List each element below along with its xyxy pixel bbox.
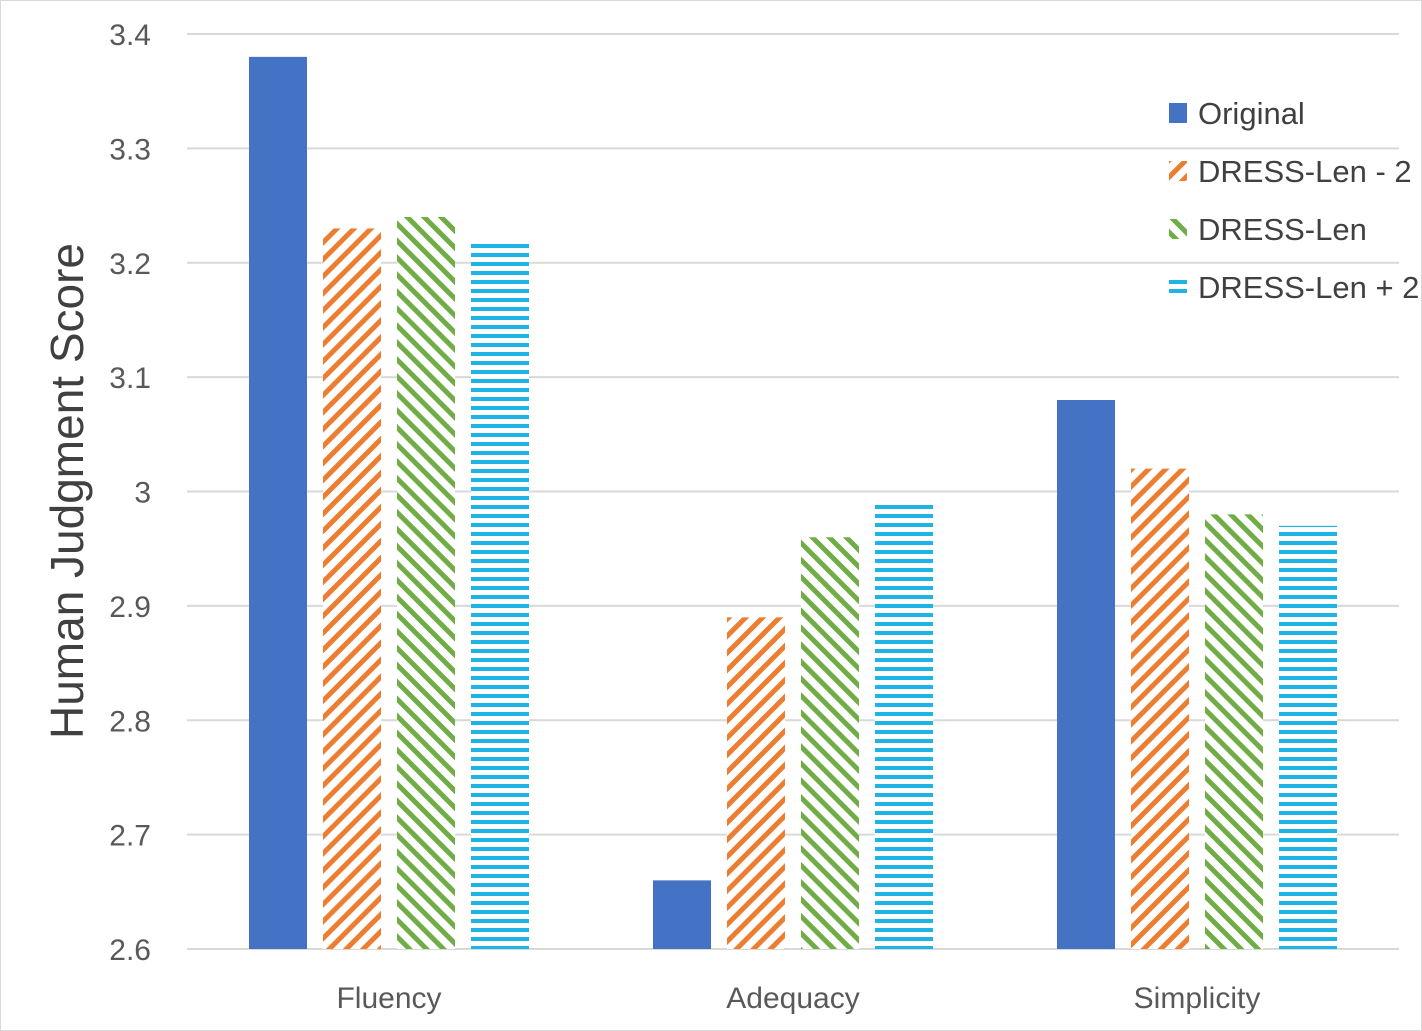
legend: Original DRESS-Len - 2 DRESS-Len DRESS-Len … [1169, 96, 1419, 305]
x-category-label: Fluency [336, 982, 441, 1015]
y-tick-label: 3.2 [109, 248, 151, 281]
legend-label: DRESS-Len [1198, 212, 1367, 247]
x-axis-categories: Fluency Adequacy Simplicity [336, 982, 1260, 1015]
legend-swatch [1169, 219, 1187, 239]
bar-dress-len-simplicity [1205, 514, 1263, 949]
bars [249, 56, 1337, 949]
bar-original-fluency [249, 56, 307, 949]
bar-dress-len-2-adequacy [727, 617, 785, 949]
legend-swatch [1169, 277, 1187, 297]
bar-dress-len-2-simplicity [1131, 468, 1189, 949]
bar-dress-len-adequacy [801, 537, 859, 949]
legend-label: DRESS-Len + 2 [1198, 270, 1419, 305]
y-axis-ticks: 2.6 2.7 2.8 2.9 3 3.1 3.2 3.3 3.4 [109, 19, 151, 967]
y-tick-label: 2.8 [109, 705, 151, 738]
x-category-label: Adequacy [726, 982, 859, 1015]
y-tick-label: 2.6 [109, 934, 151, 967]
gridlines [187, 33, 1399, 950]
bar-dress-len-2-simplicity [1279, 525, 1337, 949]
legend-swatch [1169, 161, 1187, 181]
bar-dress-len-2-adequacy [875, 502, 933, 949]
y-tick-label: 3 [134, 477, 151, 510]
bar-original-simplicity [1057, 400, 1115, 949]
bar-dress-len-2-fluency [471, 239, 529, 949]
legend-label: Original [1198, 96, 1305, 131]
y-tick-label: 3.1 [109, 362, 151, 395]
bar-dress-len-2-fluency [323, 228, 381, 949]
bar-original-adequacy [653, 880, 711, 949]
y-tick-label: 3.4 [109, 19, 151, 52]
bar-dress-len-fluency [397, 217, 455, 949]
legend-swatch [1169, 103, 1187, 123]
y-tick-label: 2.9 [109, 591, 151, 624]
legend-label: DRESS-Len - 2 [1198, 154, 1412, 189]
y-tick-label: 3.3 [109, 133, 151, 166]
y-tick-label: 2.7 [109, 820, 151, 853]
x-category-label: Simplicity [1134, 982, 1261, 1015]
y-axis-label: Human Judgment Score [41, 243, 93, 739]
